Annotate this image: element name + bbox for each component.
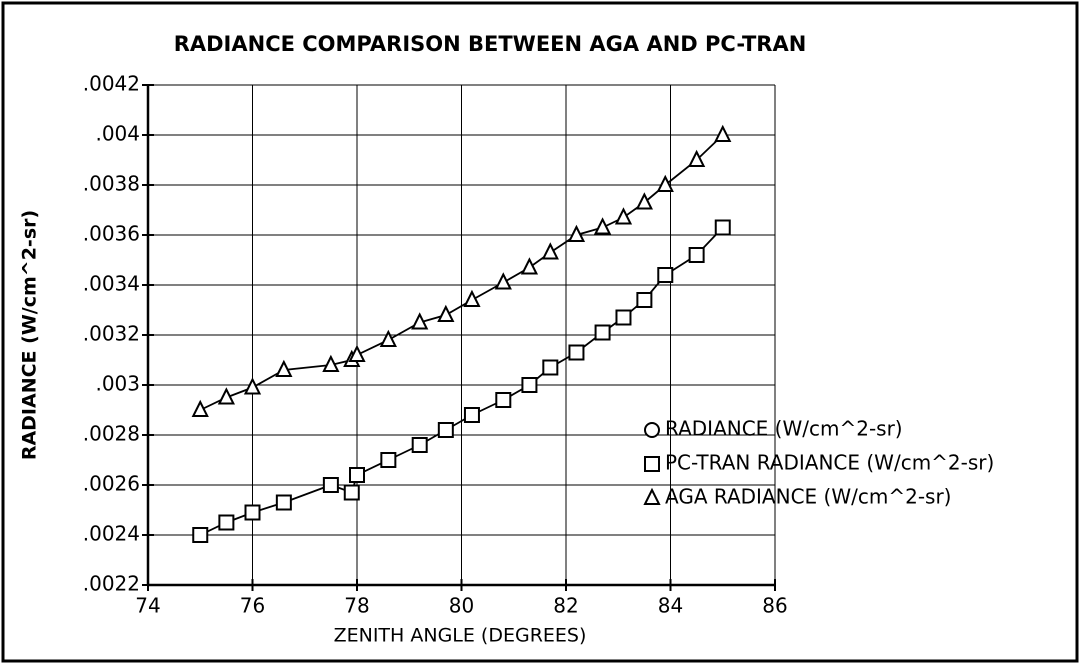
data-point [437, 422, 454, 438]
data-point [379, 329, 397, 347]
legend-marker [643, 487, 661, 505]
y-tick-label: .0038 [83, 172, 140, 196]
data-point [656, 174, 674, 192]
y-tick-label: .0042 [83, 72, 140, 96]
data-point [348, 344, 366, 362]
data-point [542, 359, 559, 376]
y-axis-label: RADIANCE (W/cm^2-sr) [19, 210, 41, 460]
data-point [275, 494, 292, 511]
data-point [322, 477, 339, 493]
data-point [615, 309, 632, 326]
y-tick-label: .0028 [83, 422, 140, 446]
x-tick-label: 82 [553, 594, 578, 618]
data-point [411, 437, 428, 453]
data-point [275, 359, 293, 377]
data-point [635, 192, 653, 210]
data-point [688, 247, 705, 263]
legend-label: PC-TRAN RADIANCE (W/cm^2-sr) [665, 451, 994, 475]
y-tick-label: .0032 [83, 322, 140, 346]
data-point [520, 257, 539, 275]
y-tick-label: .0036 [83, 222, 140, 246]
data-point [217, 387, 235, 405]
data-point [495, 392, 512, 408]
data-point [243, 377, 262, 395]
data-point [322, 354, 340, 372]
data-point [494, 272, 512, 290]
x-tick-label: 86 [762, 594, 787, 618]
chart-title: RADIANCE COMPARISON BETWEEN AGA AND PC-T… [174, 32, 807, 56]
x-tick-label: 84 [658, 594, 683, 618]
data-point [463, 407, 480, 423]
data-point [636, 292, 653, 308]
data-point [244, 504, 261, 521]
x-tick-label: 78 [344, 594, 369, 618]
data-point [567, 224, 586, 242]
data-point [343, 484, 360, 501]
data-point [714, 124, 732, 142]
x-tick-label: 74 [135, 594, 160, 618]
data-point [191, 399, 209, 417]
data-point [714, 219, 731, 236]
x-tick-label: 80 [449, 594, 474, 618]
data-point [614, 207, 633, 225]
data-point [380, 452, 397, 468]
legend-label: AGA RADIANCE (W/cm^2-sr) [665, 485, 951, 509]
x-tick-label: 76 [240, 594, 265, 618]
data-point [521, 377, 538, 393]
y-tick-label: .004 [95, 122, 140, 146]
data-point [218, 514, 235, 531]
data-point [568, 344, 585, 361]
y-tick-label: .003 [95, 372, 140, 396]
legend-label: RADIANCE (W/cm^2-sr) [665, 417, 903, 441]
data-point [541, 242, 559, 260]
y-tick-label: .0034 [83, 272, 140, 296]
x-axis-label: ZENITH ANGLE (DEGREES) [334, 625, 587, 647]
data-point [594, 324, 611, 341]
data-point [463, 289, 481, 307]
data-point [688, 149, 706, 167]
data-point [349, 467, 365, 483]
y-tick-label: .0022 [83, 572, 140, 596]
data-point [593, 217, 612, 235]
data-point [411, 312, 429, 330]
legend-marker [644, 456, 660, 472]
y-tick-label: .0024 [83, 522, 140, 546]
data-point [192, 527, 209, 543]
y-tick-label: .0026 [83, 472, 140, 496]
legend-marker [644, 422, 660, 438]
data-point [657, 267, 674, 283]
data-point [437, 304, 455, 322]
